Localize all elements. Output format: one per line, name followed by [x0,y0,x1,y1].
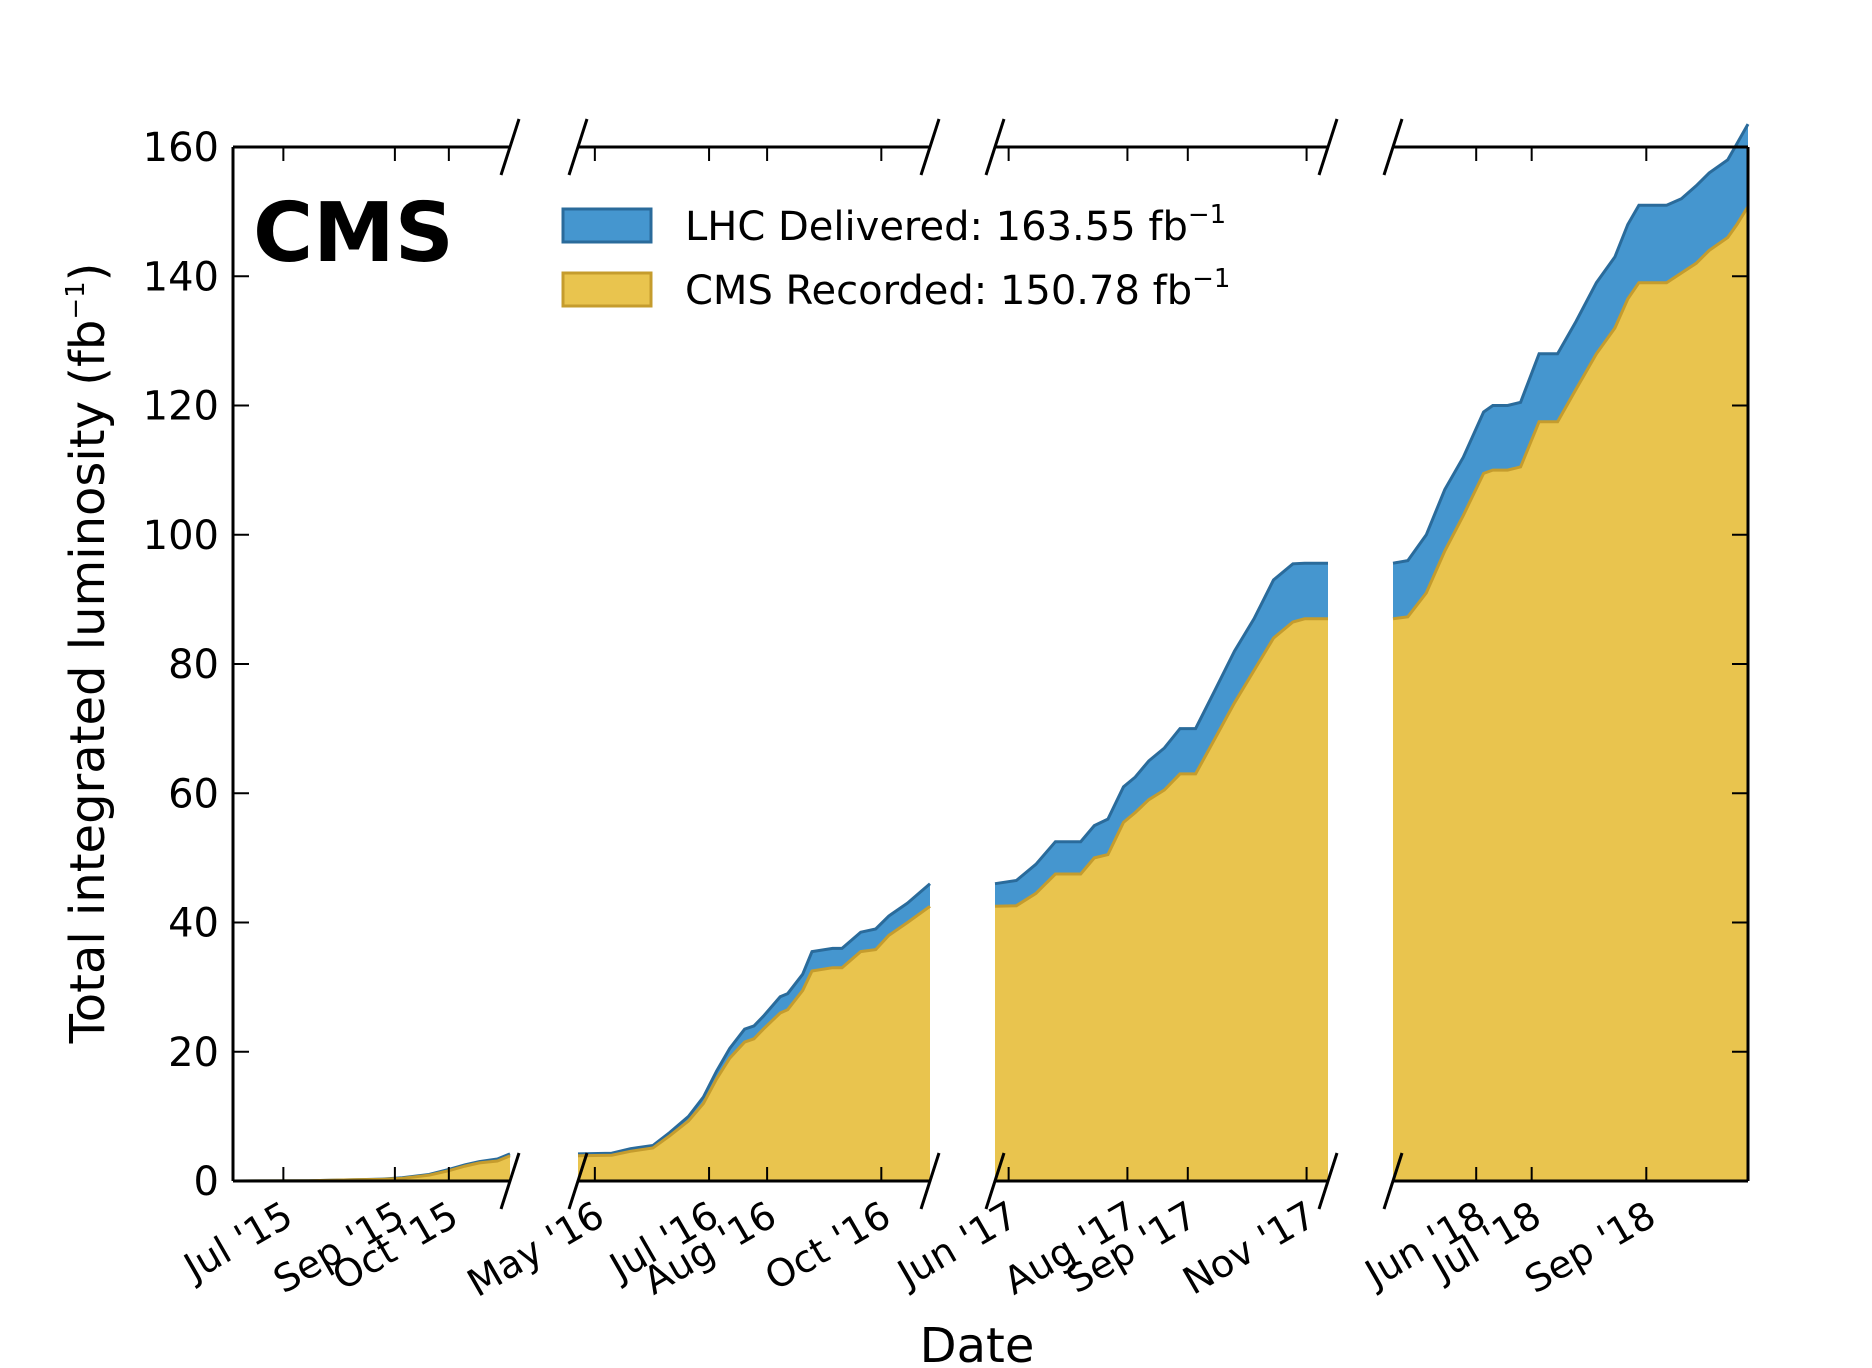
y-tick-label: 80 [168,642,219,688]
y-tick-label: 0 [194,1159,219,1205]
y-tick-label: 20 [168,1030,219,1076]
legend: LHC Delivered: 163.55 fb−1 CMS Recorded:… [561,200,1230,314]
recorded-edge-2 [577,905,931,1158]
break-mark [567,118,589,176]
break-mark [567,1152,589,1210]
x-axis-title: Date [920,1318,1035,1368]
y-axis-ticks: 0 20 40 60 80 100 120 140 160 [143,125,1748,1205]
break-mark [1317,1152,1339,1210]
x-tick-label: Nov '17 [1175,1193,1323,1304]
cms-brand-label: CMS [253,186,454,281]
delivered-edge-4 [1392,123,1750,565]
break-mark [919,1152,941,1210]
x-tick-label: May '16 [460,1193,611,1306]
legend-swatch-delivered [561,207,653,244]
break-mark [1317,118,1339,176]
y-tick-label: 160 [143,125,219,171]
break-mark [984,118,1006,176]
legend-label-delivered: LHC Delivered: 163.55 fb−1 [685,200,1226,250]
legend-label-recorded: CMS Recorded: 150.78 fb−1 [685,264,1230,314]
delivered-edge-2 [577,882,931,1156]
y-tick-label: 60 [168,771,219,817]
recorded-edge-3 [994,617,1328,908]
y-tick-label: 40 [168,901,219,947]
break-mark [1382,118,1404,176]
recorded-area-1 [233,1155,510,1181]
y-tick-label: 140 [143,254,219,300]
legend-swatch-recorded [561,271,653,308]
break-mark [499,1152,521,1210]
recorded-edge-4 [1392,205,1750,621]
recorded-area-2 [578,906,930,1181]
x-tick-label: Sep '18 [1517,1193,1662,1302]
plot-areas [232,123,1750,1183]
recorded-area-3 [995,618,1328,1181]
delivered-edge-3 [994,561,1328,886]
recorded-area-4 [1393,206,1748,1182]
y-tick-label: 120 [143,384,219,430]
break-mark [1382,1152,1404,1210]
break-mark [919,118,941,176]
break-mark [499,118,521,176]
axis-break-marks [499,118,1404,1210]
break-mark [984,1152,1006,1210]
y-axis-title: Total integrated luminosity (fb−1) [60,263,116,1045]
y-tick-label: 100 [143,513,219,559]
x-tick-label: Oct '16 [758,1193,898,1299]
